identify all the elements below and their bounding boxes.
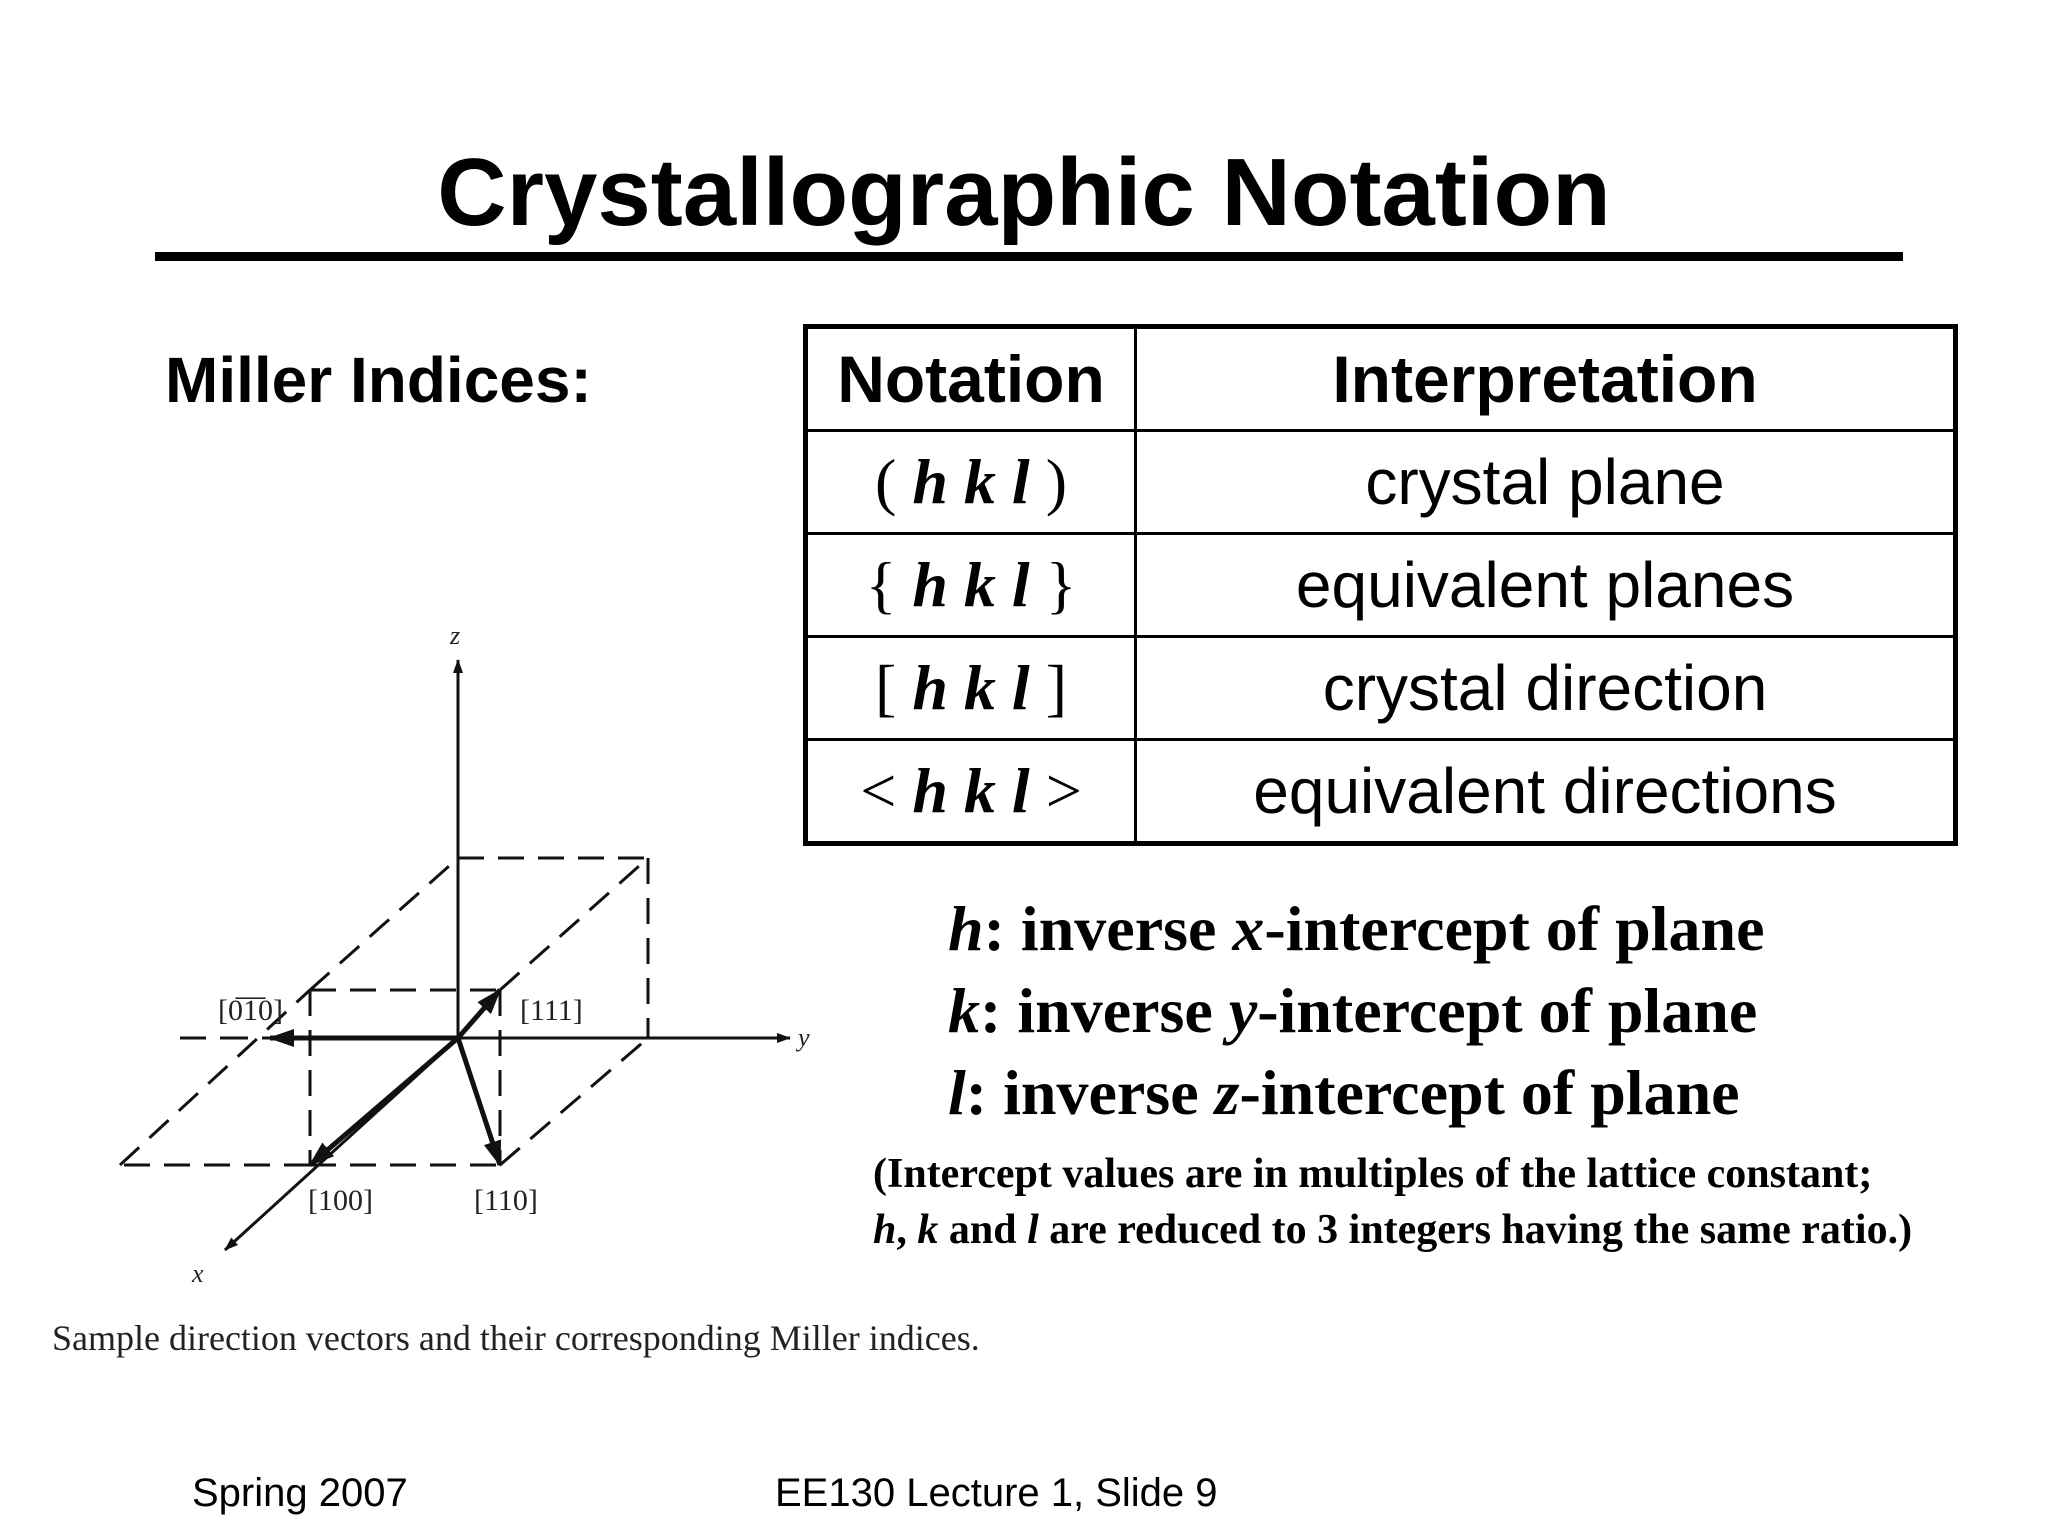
cube-edges — [118, 856, 650, 1167]
footer-date: Spring 2007 — [192, 1471, 408, 1515]
note-line-1: (Intercept values are in multiples of th… — [873, 1151, 1873, 1197]
table-row: [ h k l ] crystal direction — [804, 635, 1957, 741]
label-111: [111] — [520, 994, 583, 1027]
index-definitions: h: inverse x-intercept of plane k: inver… — [948, 888, 1764, 1134]
definition-k: k: inverse y-intercept of plane — [948, 975, 1758, 1046]
interpretation-cell: equivalent planes — [1134, 532, 1957, 638]
interpretation-cell: equivalent directions — [1134, 738, 1957, 845]
notation-cell: ( h k l ) — [804, 429, 1137, 535]
z-axis-label: z — [449, 621, 460, 650]
label-110: [110] — [474, 1184, 538, 1217]
definition-l: l: inverse z-intercept of plane — [948, 1057, 1740, 1128]
diagram-caption: Sample direction vectors and their corre… — [52, 1318, 980, 1358]
header-interpretation: Interpretation — [1134, 325, 1957, 432]
label-100: [100] — [308, 1184, 373, 1217]
miller-indices-heading: Miller Indices: — [165, 344, 592, 416]
footer-slide-info: EE130 Lecture 1, Slide 9 — [775, 1471, 1218, 1515]
intercept-note: (Intercept values are in multiples of th… — [873, 1146, 1912, 1258]
label-010bar: [0̅1̅0] — [218, 994, 283, 1027]
table-header-row: Notation Interpretation — [804, 325, 1957, 432]
notation-cell: [ h k l ] — [804, 635, 1137, 741]
notation-table: Notation Interpretation ( h k l ) crysta… — [803, 324, 1958, 846]
miller-direction-diagram: z y x [0̅1̅0] [111] [100] [110] — [118, 621, 810, 1288]
note-line-2: h, k and l are reduced to 3 integers hav… — [873, 1207, 1913, 1253]
notation-cell: < h k l > — [804, 738, 1137, 845]
vector-100 — [308, 1036, 460, 1167]
vector-110 — [455, 1037, 503, 1167]
notation-cell: { h k l } — [804, 532, 1137, 638]
table-row: { h k l } equivalent planes — [804, 532, 1957, 638]
slide-title: Crystallographic Notation — [437, 139, 1611, 246]
table-row: ( h k l ) crystal plane — [804, 429, 1957, 535]
table-row: < h k l > equivalent directions — [804, 738, 1957, 845]
interpretation-cell: crystal direction — [1134, 635, 1957, 741]
interpretation-cell: crystal plane — [1134, 429, 1957, 535]
vector-111 — [456, 988, 502, 1040]
header-notation: Notation — [804, 325, 1137, 432]
x-axis-label: x — [191, 1259, 204, 1288]
definition-h: h: inverse x-intercept of plane — [948, 893, 1765, 964]
title-underline — [155, 252, 1903, 261]
y-axis-label: y — [795, 1023, 810, 1052]
